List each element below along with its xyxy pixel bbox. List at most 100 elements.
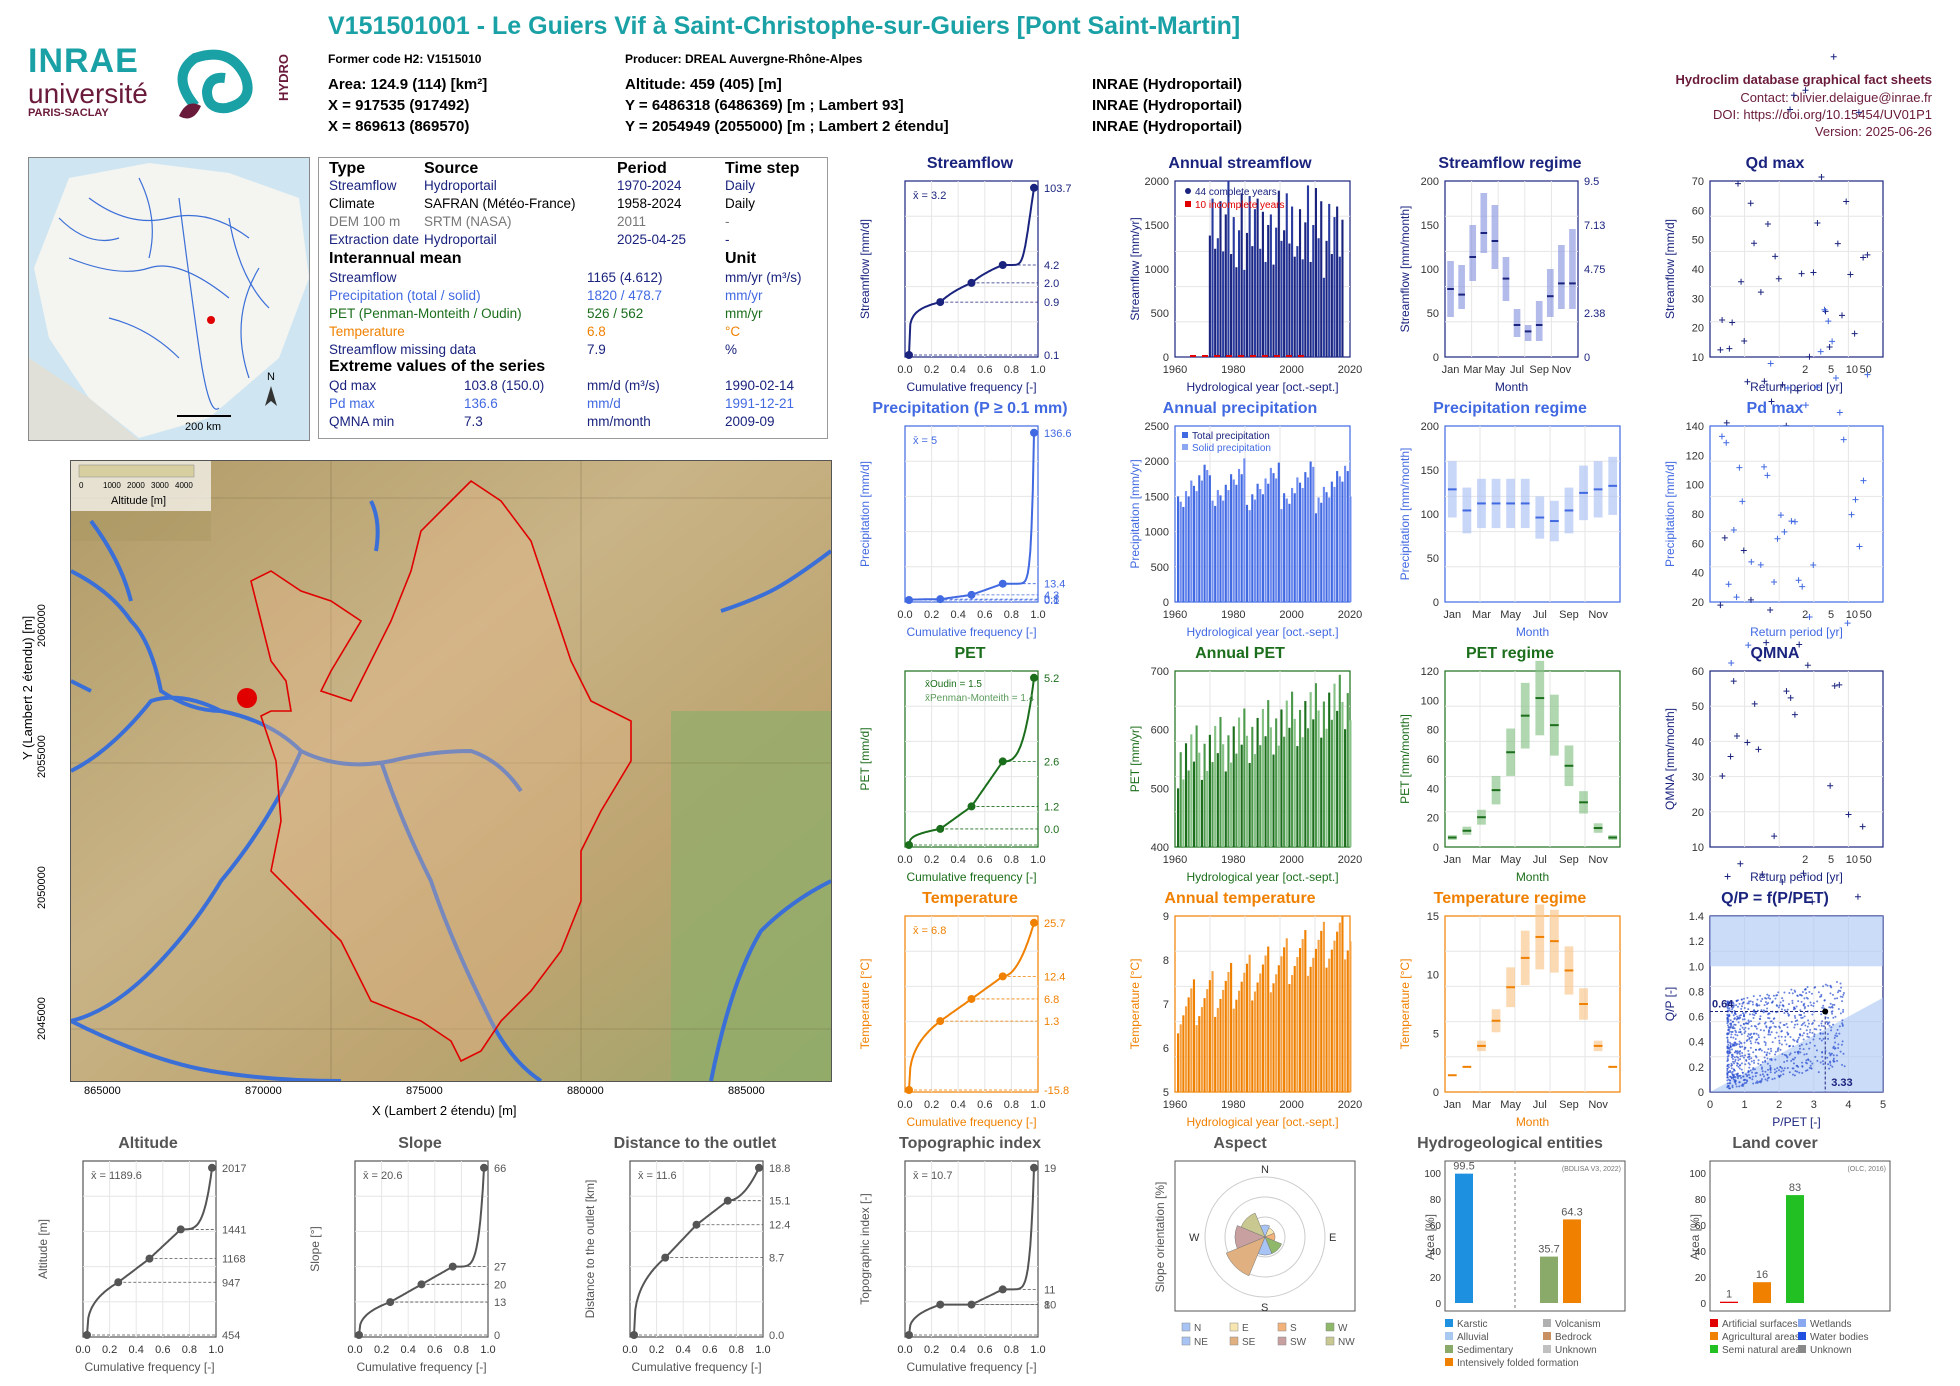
qp-point <box>1808 1047 1811 1050</box>
return-period-point <box>1840 436 1847 443</box>
plot-frame <box>82 1160 217 1338</box>
y-tick-label: 20 <box>1427 813 1439 825</box>
panel-annual_pet: Annual PET PET [mm/yr] Hydrological year [… <box>1120 645 1362 885</box>
qp-point <box>1761 998 1764 1001</box>
qp-point <box>1763 1036 1766 1039</box>
qp-point <box>1816 1000 1819 1003</box>
x-tick-label: 1.0 <box>1030 854 1045 866</box>
secondary-axis-label: 9.5 <box>1584 176 1599 188</box>
bar-value-label: 99.5 <box>1453 1161 1474 1173</box>
panel-qp: Q/P = f(P/PET) Q/P [-] P/PET [-] 0 1 2 3 4 5 0 0.2… <box>1655 890 1895 1130</box>
y-axis-label: Precipitation [mm/d] <box>1663 461 1677 567</box>
annual-bar <box>1280 956 1283 1092</box>
annual-bar <box>1261 211 1264 357</box>
qp-point <box>1812 1005 1815 1008</box>
qp-point <box>1734 1033 1737 1036</box>
qp-point <box>1739 1028 1742 1031</box>
annual-bar <box>1341 701 1344 847</box>
qp-point <box>1734 1038 1737 1041</box>
qp-point <box>1757 1036 1760 1039</box>
qp-point <box>1743 1082 1746 1085</box>
qp-point <box>1807 1036 1810 1039</box>
qp-point <box>1802 1032 1805 1035</box>
x-tick-label: May <box>1484 364 1505 376</box>
qp-point <box>1741 1071 1744 1074</box>
quantile-value-label: 18.8 <box>769 1163 790 1175</box>
qp-point <box>1822 1063 1825 1066</box>
y-tick-label: 60 <box>1430 1221 1442 1232</box>
annual-bar <box>1184 743 1188 847</box>
qp-point <box>1731 1006 1734 1009</box>
qp-point <box>1760 1066 1763 1069</box>
qp-point <box>1754 1072 1757 1075</box>
quantile-point <box>998 579 1007 588</box>
quantile-point <box>630 1331 638 1339</box>
quantile-value-label: 2017 <box>222 1163 246 1175</box>
y-tick-label: 20 <box>1692 597 1704 609</box>
annual-bar <box>1346 693 1349 847</box>
qp-point <box>1736 1062 1739 1065</box>
qp-point <box>1774 1026 1777 1029</box>
qp-point <box>1801 1065 1804 1068</box>
legend-swatch <box>1445 1319 1453 1327</box>
qp-point <box>1759 1063 1762 1066</box>
return-period-point <box>1755 746 1762 753</box>
annual-bar <box>1296 957 1299 1092</box>
x-tick-label: 0.0 <box>347 1344 362 1356</box>
y-axis-label: Area [%] <box>1688 1214 1702 1260</box>
qp-point <box>1807 1059 1810 1062</box>
annual-bar <box>1214 505 1217 602</box>
mean-name: Precipitation (total / solid) <box>329 288 481 303</box>
france-map-svg: 200 km N <box>29 158 309 440</box>
qp-point <box>1775 1031 1778 1034</box>
doi-link[interactable]: DOI: https://doi.org/10.15454/UV01P1 <box>1713 107 1932 122</box>
qp-point <box>1821 1050 1824 1053</box>
qp-point <box>1767 1029 1770 1032</box>
qp-point <box>1777 1006 1780 1009</box>
x-tick-label: 1960 <box>1163 854 1187 866</box>
qp-point <box>1840 1043 1843 1046</box>
qp-point <box>1759 1081 1762 1084</box>
plot-frame <box>1709 425 1884 603</box>
x-axis-label: Cumulative frequency [-] <box>906 870 1036 884</box>
return-period-point <box>1747 596 1754 603</box>
quantile-value-label: 1168 <box>222 1254 246 1266</box>
annual-bar <box>1328 692 1331 847</box>
x-tick-label: 1.0 <box>1030 364 1045 376</box>
x-tick-label: 0.4 <box>129 1344 144 1356</box>
qp-point <box>1829 1002 1832 1005</box>
qp-point <box>1778 1039 1781 1042</box>
qp-point <box>1843 1065 1846 1068</box>
annual-bar <box>1275 478 1278 602</box>
x-tick-label: Jan <box>1443 609 1461 621</box>
annual-bar <box>1277 745 1280 847</box>
qp-point <box>1767 1048 1770 1051</box>
legend-swatch <box>1710 1332 1718 1340</box>
return-period-point <box>1806 353 1813 360</box>
qp-point <box>1841 1022 1844 1025</box>
legend-swatch <box>1181 1336 1191 1346</box>
annual-bar <box>1325 967 1328 1092</box>
annual-bar <box>1288 727 1291 847</box>
qp-point <box>1792 1058 1795 1061</box>
qp-point <box>1826 984 1829 987</box>
qp-point <box>1747 1073 1750 1076</box>
annual-bar <box>1240 474 1243 602</box>
return-period-point <box>1775 275 1782 282</box>
qp-point <box>1769 1068 1772 1071</box>
qp-point <box>1771 1041 1774 1044</box>
annual-bar <box>1190 480 1193 602</box>
annual-bar <box>1253 991 1257 1092</box>
qp-point <box>1726 1073 1729 1076</box>
y-tick-label: 50 <box>1427 308 1439 320</box>
annual-bar <box>1259 489 1262 602</box>
quantile-value-label: 4.3 <box>1044 590 1059 602</box>
x-tick-label: 10 <box>1846 364 1858 376</box>
annual-bar <box>1198 752 1201 847</box>
return-period-point <box>1800 870 1807 877</box>
panel-title: Qd max <box>1745 155 1805 172</box>
qp-point <box>1792 1062 1795 1065</box>
annual-bar <box>1200 1007 1203 1092</box>
qp-point <box>1740 998 1743 1001</box>
qp-point <box>1759 1074 1762 1077</box>
